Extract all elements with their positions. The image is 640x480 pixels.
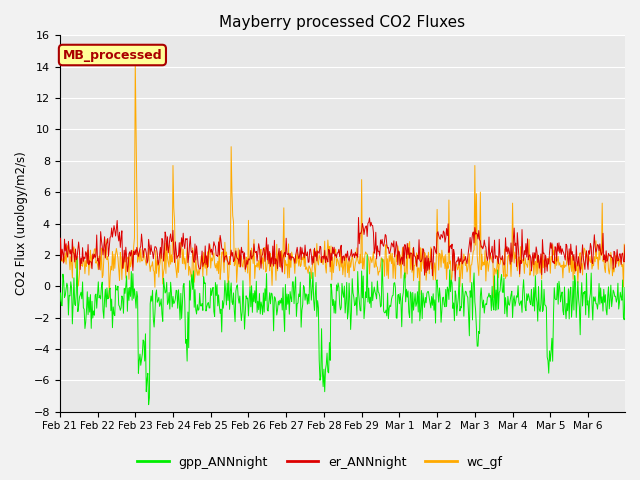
Y-axis label: CO2 Flux (urology/m2/s): CO2 Flux (urology/m2/s)	[15, 152, 28, 295]
Legend: gpp_ANNnight, er_ANNnight, wc_gf: gpp_ANNnight, er_ANNnight, wc_gf	[132, 451, 508, 474]
Title: Mayberry processed CO2 Fluxes: Mayberry processed CO2 Fluxes	[220, 15, 465, 30]
Text: MB_processed: MB_processed	[63, 48, 162, 61]
